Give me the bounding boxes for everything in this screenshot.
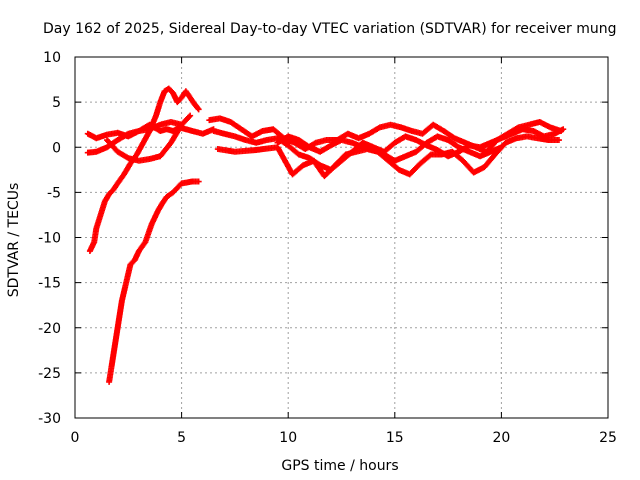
data-point xyxy=(560,126,567,133)
x-tick-label: 20 xyxy=(492,430,510,446)
y-tick-label: -15 xyxy=(38,276,61,292)
x-axis-ticks: 0 5 10 15 20 25 xyxy=(71,57,617,446)
x-tick-label: 15 xyxy=(386,430,404,446)
data-point xyxy=(195,178,202,185)
x-tick-label: 0 xyxy=(71,430,80,446)
grid-lines xyxy=(75,57,608,418)
chart-title: Day 162 of 2025, Sidereal Day-to-day VTE… xyxy=(43,21,617,37)
x-tick-label: 25 xyxy=(599,430,617,446)
y-tick-label: -25 xyxy=(38,366,61,382)
data-point xyxy=(186,113,193,120)
y-tick-label: 5 xyxy=(52,95,61,111)
y-tick-label: -30 xyxy=(38,411,61,427)
y-tick-label: -10 xyxy=(38,231,61,247)
y-tick-label: -5 xyxy=(47,185,61,201)
y-axis-label: SDTVAR / TECUs xyxy=(6,183,22,298)
y-tick-label: 0 xyxy=(52,140,61,156)
y-tick-label: 10 xyxy=(43,50,61,66)
data-point xyxy=(187,112,194,119)
data-point xyxy=(498,144,505,151)
series-track-a xyxy=(86,85,202,255)
data-point xyxy=(194,105,201,112)
x-tick-label: 10 xyxy=(279,430,297,446)
series-track-e xyxy=(103,112,194,164)
data-point xyxy=(555,137,562,144)
y-tick-label: -20 xyxy=(38,321,61,337)
x-axis-label: GPS time / hours xyxy=(281,458,398,474)
x-tick-label: 5 xyxy=(177,430,186,446)
series-track-i xyxy=(274,133,505,164)
series-track-b xyxy=(106,178,202,385)
data-point xyxy=(195,106,202,113)
data-points xyxy=(84,85,567,385)
y-axis-ticks: 10 5 0 -5 -10 -15 -20 -25 -30 xyxy=(38,50,608,427)
